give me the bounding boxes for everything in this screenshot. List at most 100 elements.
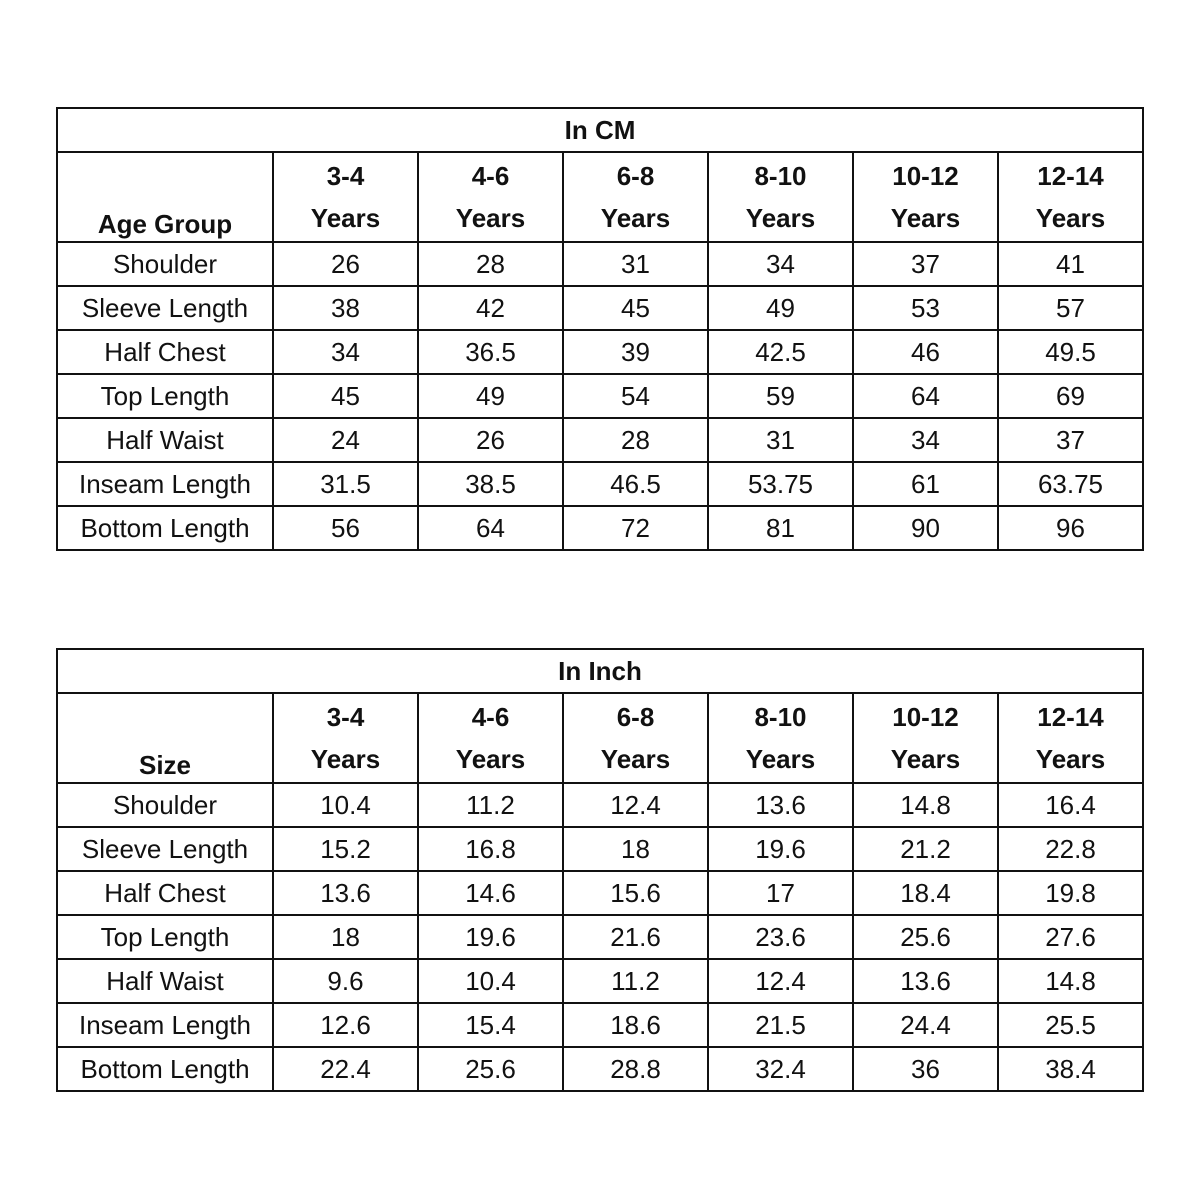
- table-row: Bottom Length 56 64 72 81 90 96: [56, 505, 1144, 551]
- table-cell: 46: [852, 329, 999, 375]
- table-row: Half Chest 13.6 14.6 15.6 17 18.4 19.8: [56, 870, 1144, 916]
- table-cell: 21.5: [707, 1002, 854, 1048]
- size-table-cm: In CM Age Group 3-4 Years 4-6 Years 6-8 Years 8-…: [56, 107, 1144, 551]
- table-cell: 10.4: [272, 782, 419, 828]
- row-label: Bottom Length: [56, 1046, 274, 1092]
- column-header-unit: Years: [890, 744, 961, 774]
- column-header-range: 8-10: [754, 161, 807, 191]
- column-header: 6-8 Years: [562, 692, 709, 784]
- column-header-range: 10-12: [892, 702, 959, 732]
- column-header-unit: Years: [455, 744, 526, 774]
- table-cell: 96: [997, 505, 1144, 551]
- table-cell: 9.6: [272, 958, 419, 1004]
- table-cell: 19.8: [997, 870, 1144, 916]
- table-row: Shoulder 26 28 31 34 37 41: [56, 241, 1144, 287]
- column-header: 10-12 Years: [852, 692, 999, 784]
- column-header-unit: Years: [455, 203, 526, 233]
- table-cell: 19.6: [707, 826, 854, 872]
- table-cell: 13.6: [852, 958, 999, 1004]
- column-header: 3-4 Years: [272, 692, 419, 784]
- table-cell: 11.2: [562, 958, 709, 1004]
- table-cell: 34: [707, 241, 854, 287]
- column-header-unit: Years: [310, 744, 381, 774]
- table-cell: 14.8: [997, 958, 1144, 1004]
- row-label: Half Chest: [56, 870, 274, 916]
- table-cell: 28: [562, 417, 709, 463]
- column-header-range: 4-6: [471, 161, 510, 191]
- table-row: Bottom Length 22.4 25.6 28.8 32.4 36 38.4: [56, 1046, 1144, 1092]
- row-label: Top Length: [56, 373, 274, 419]
- table-cell: 41: [997, 241, 1144, 287]
- table-cell: 56: [272, 505, 419, 551]
- table-cell: 15.6: [562, 870, 709, 916]
- column-header-unit: Years: [1035, 744, 1106, 774]
- table-cell: 27.6: [997, 914, 1144, 960]
- column-header-unit: Years: [600, 203, 671, 233]
- table-cell: 12.4: [562, 782, 709, 828]
- column-header-unit: Years: [890, 203, 961, 233]
- column-header-unit: Years: [745, 744, 816, 774]
- table-cell: 90: [852, 505, 999, 551]
- table-cell: 21.2: [852, 826, 999, 872]
- column-header-unit: Years: [1035, 203, 1106, 233]
- table-cell: 34: [852, 417, 999, 463]
- row-label: Half Waist: [56, 417, 274, 463]
- column-header-range: 12-14: [1037, 702, 1104, 732]
- table-header-row: Size 3-4 Years 4-6 Years 6-8 Years 8-10 Years 10-…: [56, 692, 1144, 784]
- table-cell: 37: [997, 417, 1144, 463]
- table-cell: 31: [707, 417, 854, 463]
- table-cell: 31.5: [272, 461, 419, 507]
- table-cell: 72: [562, 505, 709, 551]
- table-cell: 17: [707, 870, 854, 916]
- column-header-range: 12-14: [1037, 161, 1104, 191]
- row-label: Inseam Length: [56, 1002, 274, 1048]
- table-cell: 22.8: [997, 826, 1144, 872]
- table-cell: 18.6: [562, 1002, 709, 1048]
- table-cell: 46.5: [562, 461, 709, 507]
- column-header-range: 6-8: [616, 702, 655, 732]
- table-cell: 26: [417, 417, 564, 463]
- column-header: 12-14 Years: [997, 692, 1144, 784]
- row-label: Sleeve Length: [56, 826, 274, 872]
- column-header-range: 6-8: [616, 161, 655, 191]
- table-cell: 24: [272, 417, 419, 463]
- row-label: Inseam Length: [56, 461, 274, 507]
- column-header-unit: Years: [745, 203, 816, 233]
- column-header: 3-4 Years: [272, 151, 419, 243]
- table-cell: 38.5: [417, 461, 564, 507]
- column-header: 8-10 Years: [707, 692, 854, 784]
- row-label: Top Length: [56, 914, 274, 960]
- corner-label: Age Group: [56, 151, 274, 243]
- column-header: 8-10 Years: [707, 151, 854, 243]
- size-table-inch: In Inch Size 3-4 Years 4-6 Years 6-8 Years 8-10 Y…: [56, 648, 1144, 1092]
- table-cell: 61: [852, 461, 999, 507]
- table-cell: 31: [562, 241, 709, 287]
- table-cell: 54: [562, 373, 709, 419]
- table-row: Sleeve Length 38 42 45 49 53 57: [56, 285, 1144, 331]
- table-cell: 11.2: [417, 782, 564, 828]
- table-cell: 18.4: [852, 870, 999, 916]
- table-title: In Inch: [56, 648, 1144, 694]
- table-row: Inseam Length 31.5 38.5 46.5 53.75 61 63.75: [56, 461, 1144, 507]
- table-cell: 28.8: [562, 1046, 709, 1092]
- table-header-row: Age Group 3-4 Years 4-6 Years 6-8 Years 8-10 Yea…: [56, 151, 1144, 243]
- table-cell: 13.6: [707, 782, 854, 828]
- row-label: Half Waist: [56, 958, 274, 1004]
- table-cell: 81: [707, 505, 854, 551]
- table-cell: 25.6: [417, 1046, 564, 1092]
- table-cell: 32.4: [707, 1046, 854, 1092]
- row-label: Sleeve Length: [56, 285, 274, 331]
- column-header-unit: Years: [600, 744, 671, 774]
- table-row: Sleeve Length 15.2 16.8 18 19.6 21.2 22.8: [56, 826, 1144, 872]
- table-row: Inseam Length 12.6 15.4 18.6 21.5 24.4 25.5: [56, 1002, 1144, 1048]
- table-cell: 53.75: [707, 461, 854, 507]
- column-header-range: 10-12: [892, 161, 959, 191]
- table-cell: 13.6: [272, 870, 419, 916]
- table-cell: 39: [562, 329, 709, 375]
- table-cell: 69: [997, 373, 1144, 419]
- table-cell: 57: [997, 285, 1144, 331]
- table-cell: 19.6: [417, 914, 564, 960]
- column-header-unit: Years: [310, 203, 381, 233]
- table-cell: 22.4: [272, 1046, 419, 1092]
- table-cell: 14.8: [852, 782, 999, 828]
